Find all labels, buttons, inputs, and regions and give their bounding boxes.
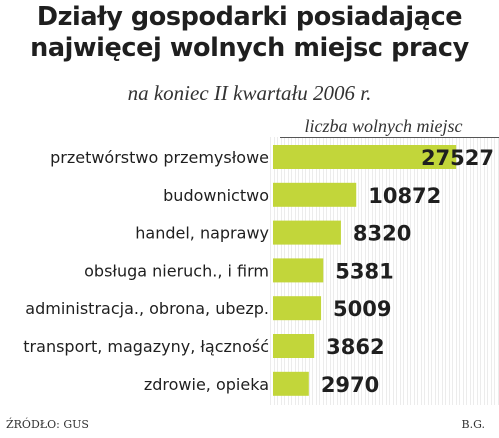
- value-label-6: 2970: [321, 373, 379, 397]
- bar-6: [273, 371, 309, 396]
- author-initials: B.G.: [461, 418, 485, 431]
- chart-title: Działy gospodarki posiadające najwięcej …: [0, 2, 499, 64]
- x-axis-label: liczba wolnych miejsc: [268, 115, 499, 137]
- value-label-1: 10872: [368, 184, 441, 208]
- source-note: ŹRÓDŁO: GUS: [6, 418, 89, 431]
- category-label-5: transport, magazyny, łączność: [23, 337, 269, 356]
- value-label-4: 5009: [333, 297, 391, 321]
- category-label-2: handel, naprawy: [135, 224, 269, 243]
- category-label-4: administracja., obrona, ubezp.: [25, 299, 269, 318]
- category-label-3: obsługa nieruch., i firm: [84, 261, 269, 280]
- value-label-0: 27527: [421, 146, 494, 170]
- axis-rule: [280, 137, 499, 138]
- bar-2: [273, 220, 341, 245]
- chart-title-line-2: najwięcej wolnych miejsc pracy: [30, 33, 469, 63]
- value-label-3: 5381: [335, 259, 393, 283]
- value-label-5: 3862: [326, 335, 384, 359]
- category-label-6: zdrowie, opieka: [144, 375, 269, 394]
- value-label-2: 8320: [353, 222, 411, 246]
- chart-subtitle: na koniec II kwartału 2006 r.: [127, 81, 372, 105]
- bar-5: [273, 334, 315, 358]
- bar-1: [273, 182, 357, 207]
- category-label-0: przetwórstwo przemysłowe: [50, 148, 269, 167]
- category-label-1: budownictwo: [163, 186, 269, 205]
- bar-4: [273, 296, 322, 321]
- chart-title-line-1: Działy gospodarki posiadające: [36, 2, 463, 32]
- bar-3: [273, 258, 324, 283]
- bar-0: [273, 145, 457, 169]
